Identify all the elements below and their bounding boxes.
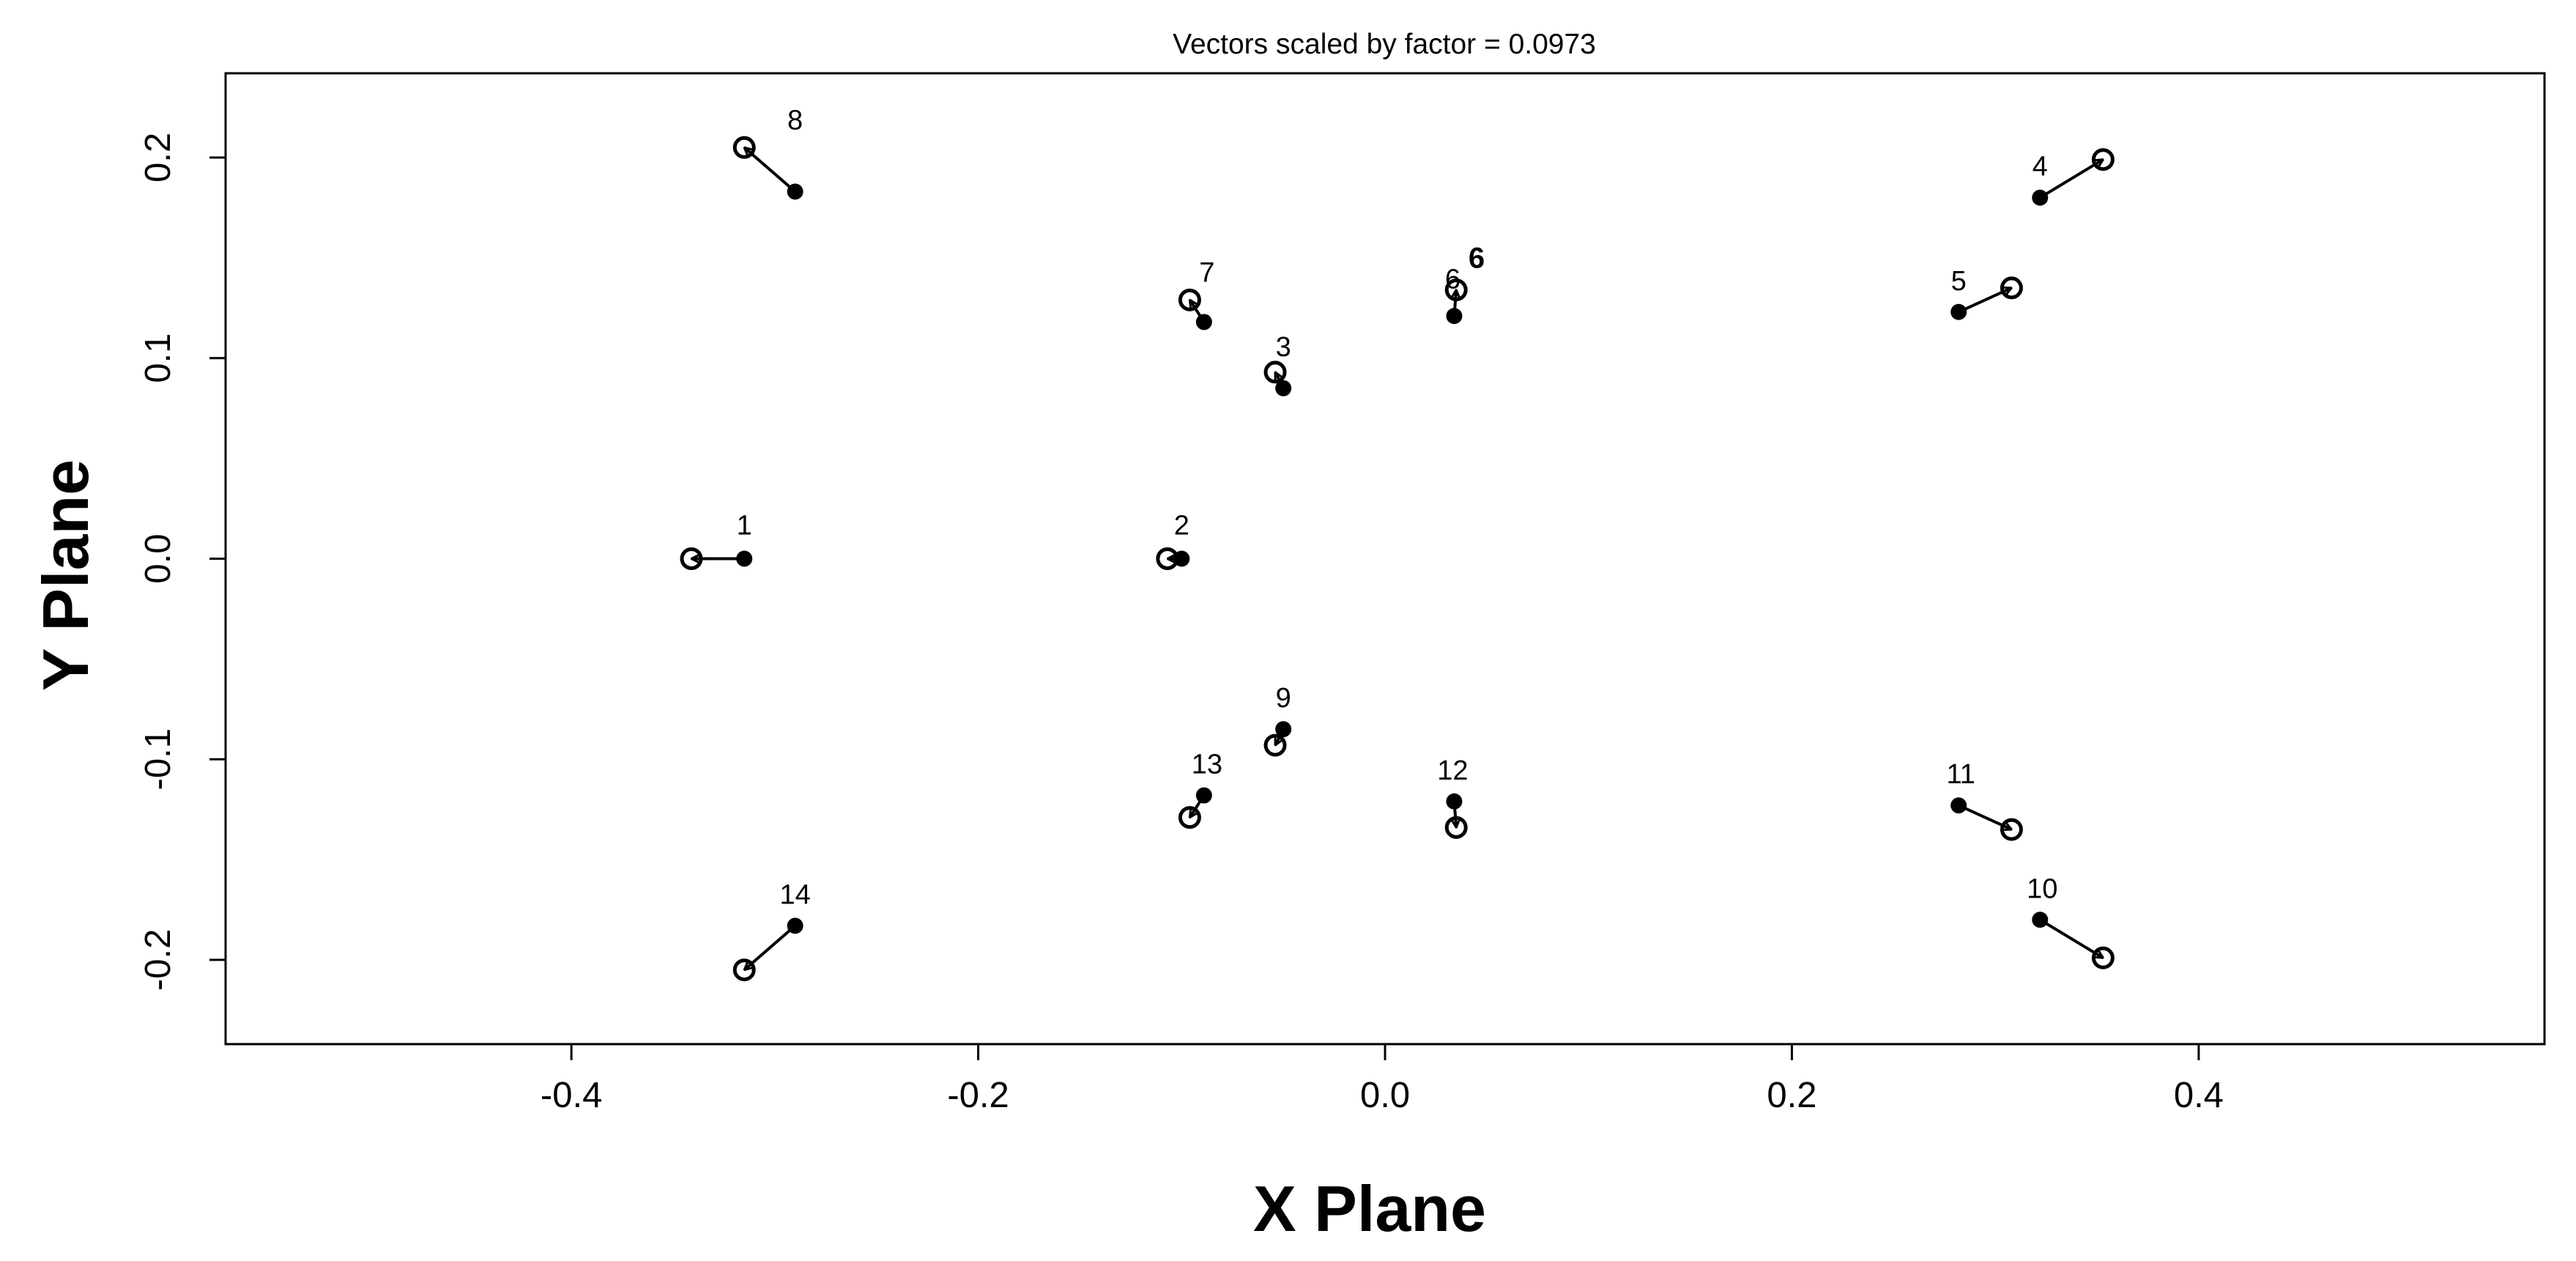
origin-point [1446, 308, 1463, 325]
vector-9: 9 [1263, 683, 1292, 757]
displaced-point [2000, 276, 2023, 300]
y-tick-label: 0.1 [138, 333, 178, 383]
point-label: 9 [1276, 683, 1291, 714]
displaced-point [1263, 360, 1287, 384]
vector-5: 5 [1950, 266, 2023, 320]
vector-14: 14 [732, 879, 811, 982]
origin-point [1275, 380, 1292, 396]
displaced-point [2091, 148, 2115, 171]
displaced-point [1178, 288, 1201, 311]
y-tick-label: -0.2 [138, 929, 178, 991]
point-label: 8 [787, 105, 803, 136]
point-label: 4 [2033, 152, 2048, 182]
y-axis-title: Y Plane [29, 459, 102, 691]
origin-point [787, 917, 803, 934]
x-tick-label: 0.4 [2174, 1076, 2224, 1115]
vector-6: 6 [1444, 264, 1468, 325]
displaced-point [1263, 733, 1287, 757]
origin-point [2032, 911, 2049, 928]
vector-3: 3 [1263, 332, 1292, 396]
point-label: 6 [1445, 264, 1460, 295]
y-tick-label: 0.2 [138, 133, 178, 182]
annotation-label: 6 [1469, 243, 1485, 275]
point-label: 5 [1951, 266, 1967, 297]
vector-11: 11 [1946, 759, 2023, 841]
point-label: 14 [779, 879, 810, 910]
vector-arrow [2039, 160, 2103, 199]
origin-point [736, 550, 753, 567]
point-label: 7 [1199, 257, 1214, 288]
x-tick-label: -0.4 [541, 1076, 602, 1115]
displaced-point [680, 547, 703, 570]
displaced-point [1444, 816, 1468, 839]
origin-point [1446, 793, 1463, 810]
point-label: 13 [1192, 750, 1222, 780]
vector-13: 13 [1178, 750, 1222, 829]
origin-point [1275, 721, 1292, 738]
vector-7: 7 [1178, 257, 1214, 330]
displaced-point [1156, 547, 1179, 570]
chart-title: Vectors scaled by factor = 0.0973 [1173, 29, 1596, 60]
point-label: 2 [1174, 511, 1189, 541]
vector-1: 1 [680, 511, 753, 570]
origin-point [1950, 303, 1967, 320]
point-label: 10 [2027, 873, 2057, 904]
vector-arrow [2039, 918, 2103, 958]
vector-8: 8 [732, 105, 803, 200]
x-tick-label: 0.2 [1767, 1076, 1816, 1115]
point-label: 12 [1437, 755, 1468, 786]
point-label: 1 [737, 511, 752, 541]
x-axis-title: X Plane [1253, 1172, 1486, 1245]
origin-point [1950, 797, 1967, 814]
x-axis: -0.4 -0.2 0.0 0.2 0.4 [541, 1044, 2224, 1115]
vector-2: 2 [1156, 511, 1190, 570]
displaced-point [1444, 278, 1468, 302]
y-tick-label: 0.0 [138, 533, 178, 583]
vector-10: 10 [2027, 873, 2115, 969]
origin-point [787, 183, 803, 200]
displaced-point [732, 958, 756, 982]
vector-12: 12 [1437, 755, 1469, 839]
displaced-point [1178, 806, 1201, 829]
vector-4: 4 [2032, 148, 2115, 206]
plot-frame [224, 72, 2546, 1046]
point-label: 3 [1276, 332, 1291, 363]
y-axis: -0.2 -0.1 0.0 0.1 0.2 [138, 133, 226, 991]
displaced-point [2091, 946, 2115, 969]
x-tick-label: -0.2 [947, 1076, 1009, 1115]
origin-point [1195, 314, 1212, 330]
x-tick-label: 0.0 [1360, 1076, 1410, 1115]
y-tick-label: -0.1 [138, 728, 178, 790]
displaced-point [732, 136, 756, 159]
displaced-point [2000, 818, 2023, 841]
point-label: 11 [1946, 759, 1975, 790]
origin-point [1195, 787, 1212, 804]
origin-point [2032, 189, 2049, 206]
